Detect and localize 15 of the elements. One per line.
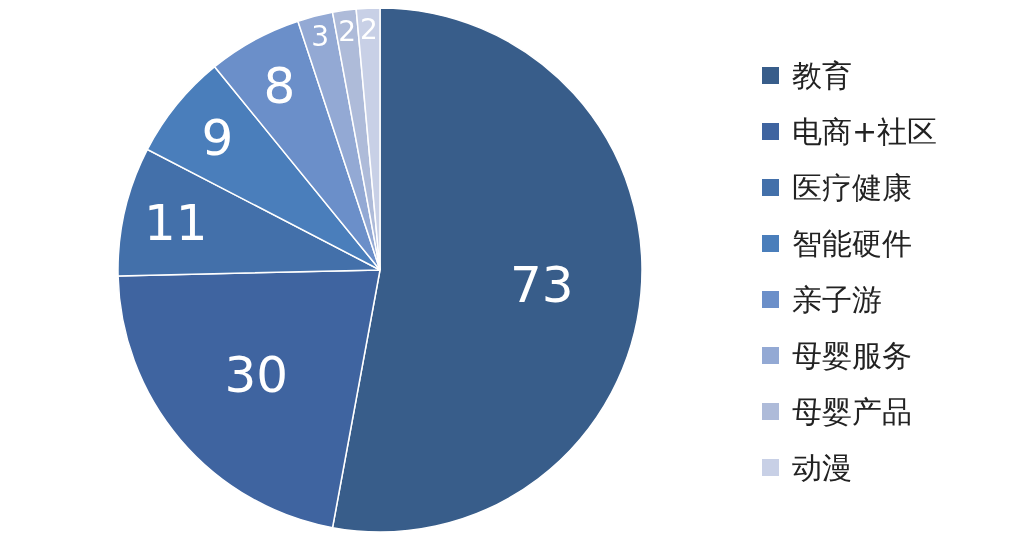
legend-label: 母婴产品 — [792, 393, 912, 429]
data-label: 30 — [224, 346, 289, 405]
data-label: 9 — [201, 108, 234, 167]
legend-label: 智能硬件 — [792, 225, 912, 261]
legend-label: 电商+社区 — [792, 113, 938, 149]
data-label: 3 — [311, 19, 330, 53]
legend-label: 亲子游 — [792, 281, 882, 317]
data-label: 8 — [263, 57, 296, 116]
data-label: 73 — [509, 255, 574, 314]
data-label: 11 — [144, 193, 208, 252]
data-label: 2 — [338, 14, 357, 48]
legend-label: 动漫 — [792, 449, 852, 485]
legend-label: 医疗健康 — [792, 169, 912, 205]
legend-label: 教育 — [792, 57, 852, 93]
legend-label: 母婴服务 — [792, 337, 912, 373]
